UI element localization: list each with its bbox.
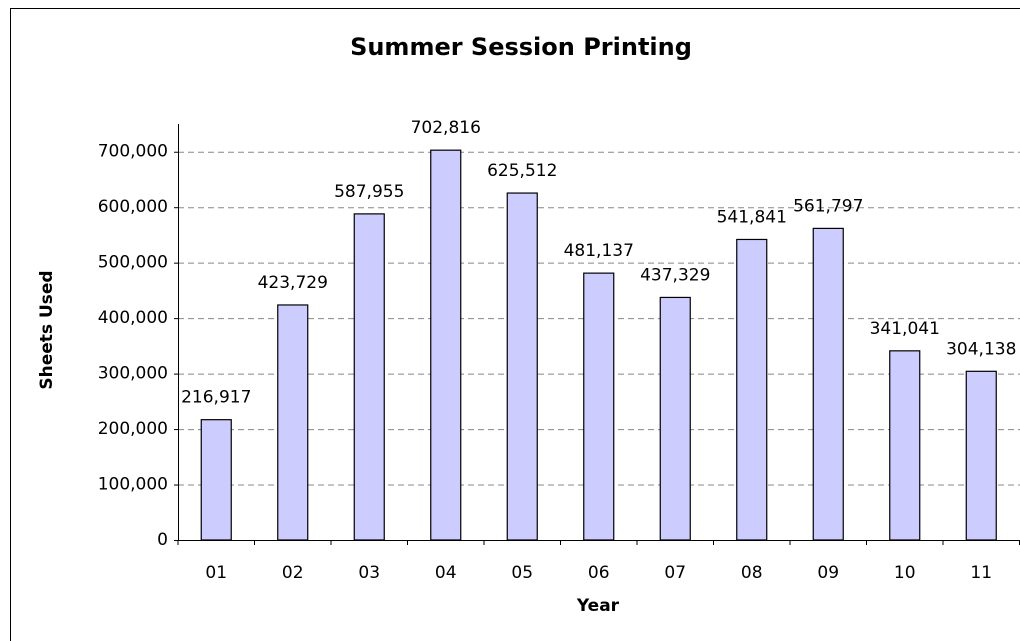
x-tick-label: 10	[894, 563, 916, 583]
y-tick-label: 100,000	[98, 475, 168, 495]
data-label: 702,816	[411, 118, 481, 138]
bar	[506, 192, 538, 541]
x-tick-label: 09	[817, 563, 839, 583]
bar	[889, 350, 921, 541]
data-label: 216,917	[181, 388, 251, 408]
y-tick-label: 200,000	[98, 419, 168, 439]
y-tick-label: 500,000	[98, 253, 168, 273]
data-label: 423,729	[258, 273, 328, 293]
x-tick-label: 11	[970, 563, 992, 583]
data-label: 541,841	[717, 207, 787, 227]
bar	[736, 238, 768, 541]
data-label: 304,138	[946, 339, 1016, 359]
data-label: 341,041	[870, 319, 940, 339]
x-tick-label: 06	[588, 563, 610, 583]
x-tick-label: 04	[435, 563, 457, 583]
bar	[659, 296, 691, 541]
x-tick-label: 05	[511, 563, 533, 583]
x-tick-label: 07	[664, 563, 686, 583]
y-tick-label: 0	[157, 530, 168, 550]
data-label: 625,512	[487, 161, 557, 181]
y-axis-label: Sheets Used	[37, 270, 57, 389]
bar	[353, 213, 385, 541]
data-label: 481,137	[564, 241, 634, 261]
x-tick-label: 02	[282, 563, 304, 583]
chart-title: Summer Session Printing	[350, 33, 692, 61]
bar	[430, 149, 462, 541]
data-label: 437,329	[640, 265, 710, 285]
y-tick-label: 600,000	[98, 197, 168, 217]
x-tick-label: 01	[205, 563, 227, 583]
y-tick-label: 400,000	[98, 308, 168, 328]
data-label: 561,797	[793, 196, 863, 216]
x-axis-label: Year	[576, 596, 620, 616]
bar	[965, 370, 997, 541]
bar	[200, 419, 232, 541]
y-tick-label: 300,000	[98, 364, 168, 384]
data-label: 587,955	[334, 182, 404, 202]
bar	[812, 227, 844, 541]
x-tick-label: 03	[358, 563, 380, 583]
bar	[277, 304, 309, 541]
y-tick-label: 700,000	[98, 142, 168, 162]
x-tick-label: 08	[741, 563, 763, 583]
bar	[583, 272, 615, 541]
